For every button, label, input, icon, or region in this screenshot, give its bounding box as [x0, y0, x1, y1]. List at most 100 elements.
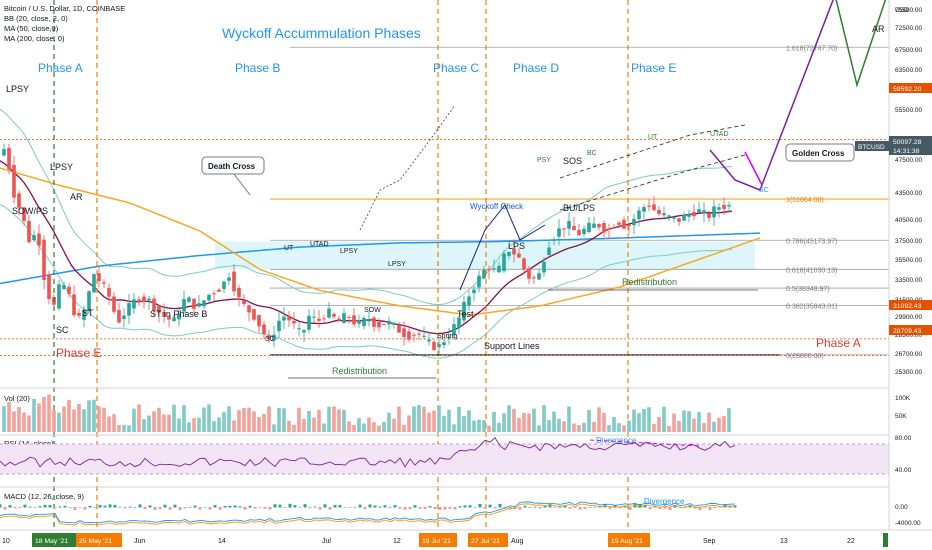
golden-cross-callout	[785, 143, 855, 162]
macd-histogram-bar	[383, 505, 387, 508]
macd-histogram-bar	[188, 506, 192, 508]
macd-histogram-bar	[483, 507, 487, 509]
candle-body	[532, 277, 536, 279]
channel-lower	[559, 154, 746, 211]
candle-body	[637, 210, 641, 220]
candle-body	[417, 333, 421, 335]
macd-histogram-bar	[643, 505, 647, 508]
macd-histogram-bar	[448, 507, 452, 509]
candle-body	[222, 281, 226, 290]
indicator-bb[interactable]: BB (20, close, 2, 0)	[4, 14, 68, 23]
macd-histogram-bar	[298, 507, 302, 508]
time-tick: Aug	[511, 538, 524, 545]
candle-body	[727, 204, 731, 207]
candle-body	[602, 223, 606, 233]
annotation-sc-right: SC	[759, 187, 769, 194]
candle-body	[517, 253, 521, 258]
candle-body	[542, 261, 546, 273]
projection-magenta	[744, 151, 763, 186]
macd-histogram-bar	[428, 506, 432, 508]
symbol-title: Bitcoin / U.S. Dollar, 1D, COINBASE	[4, 4, 125, 13]
candle-body	[112, 296, 116, 312]
candle-body	[497, 265, 501, 273]
macd-histogram-bar	[393, 505, 397, 508]
macd-histogram-bar	[338, 504, 342, 508]
volume-bar	[477, 419, 481, 432]
candle-body	[597, 224, 601, 228]
candle-body	[712, 206, 716, 218]
candle-body	[582, 228, 586, 235]
candle-body	[572, 225, 576, 231]
candle-body	[662, 213, 666, 216]
volume-bar	[547, 420, 551, 432]
macd-histogram-bar	[263, 507, 267, 509]
volume-bar	[22, 412, 26, 432]
volume-bar	[342, 410, 346, 432]
macd-histogram-bar	[318, 507, 322, 510]
volume-bar	[432, 410, 436, 432]
annotation-sc-left: SC	[56, 325, 69, 335]
fib-label: 0.5(38348.97)	[786, 286, 830, 293]
candle-body	[507, 251, 511, 256]
candle-body	[262, 324, 266, 334]
candle-body	[337, 318, 341, 321]
candle-body	[557, 228, 561, 237]
volume-bar	[202, 407, 206, 432]
candle-body	[472, 289, 476, 294]
price-marker	[889, 83, 932, 93]
volume-bar	[327, 406, 331, 432]
projection-purple	[709, 0, 834, 191]
volume-pane-title: Vol (20)	[4, 394, 30, 403]
rsi-line	[0, 437, 736, 468]
macd-histogram-bar	[168, 507, 172, 510]
volume-bar	[292, 424, 296, 432]
macd-histogram-bar	[143, 507, 147, 510]
macd-histogram-bar	[458, 506, 462, 508]
volume-bar	[177, 418, 181, 432]
candle-body	[322, 318, 326, 320]
phase-label: Phase C	[433, 61, 479, 75]
macd-histogram-bar	[58, 506, 62, 508]
volume-bar	[117, 425, 121, 432]
macd-signal-line	[0, 503, 736, 526]
candle-body	[467, 296, 471, 306]
candle-body	[372, 317, 376, 327]
candle-body	[577, 229, 581, 236]
volume-bar	[452, 424, 456, 432]
candle-body	[722, 204, 726, 210]
volume-bar	[267, 406, 271, 432]
macd-histogram-bar	[718, 507, 722, 508]
volume-bar	[532, 408, 536, 432]
macd-histogram-bar	[613, 505, 617, 508]
death-cross-pointer	[233, 173, 251, 196]
annotation-lps: LPS	[508, 241, 525, 251]
volume-bar	[17, 407, 21, 432]
chart-title: Wyckoff Accummulation Phases	[222, 25, 421, 41]
macd-histogram-bar	[208, 507, 212, 510]
candle-body	[607, 228, 611, 230]
price-marker-label: 28709.43	[893, 328, 922, 335]
annotation-st-phase-b: ST in Phase B	[150, 309, 207, 319]
volume-bar	[107, 416, 111, 432]
price-marker	[889, 325, 932, 335]
macd-histogram-bar	[0, 504, 2, 508]
volume-bar	[312, 417, 316, 432]
volume-bar	[587, 409, 591, 432]
macd-pane-title: MACD (12, 26, close, 9)	[4, 492, 85, 501]
candle-body	[2, 149, 6, 156]
candle-body	[617, 222, 621, 225]
candle-body	[267, 335, 271, 339]
candle-body	[587, 222, 591, 233]
macd-histogram-bar	[553, 507, 557, 508]
indicator-ma200[interactable]: MA (200, close, 0)	[4, 34, 65, 43]
macd-histogram-bar	[323, 504, 327, 508]
candle-body	[202, 300, 206, 307]
phase-label: Phase E	[631, 61, 676, 75]
volume-bar	[537, 425, 541, 432]
candle-body	[622, 219, 626, 229]
volume-bar	[412, 406, 416, 432]
candle-body	[687, 214, 691, 217]
indicator-ma50[interactable]: MA (50, close,0)	[4, 24, 59, 33]
annotation-sos: SOS	[563, 156, 582, 166]
